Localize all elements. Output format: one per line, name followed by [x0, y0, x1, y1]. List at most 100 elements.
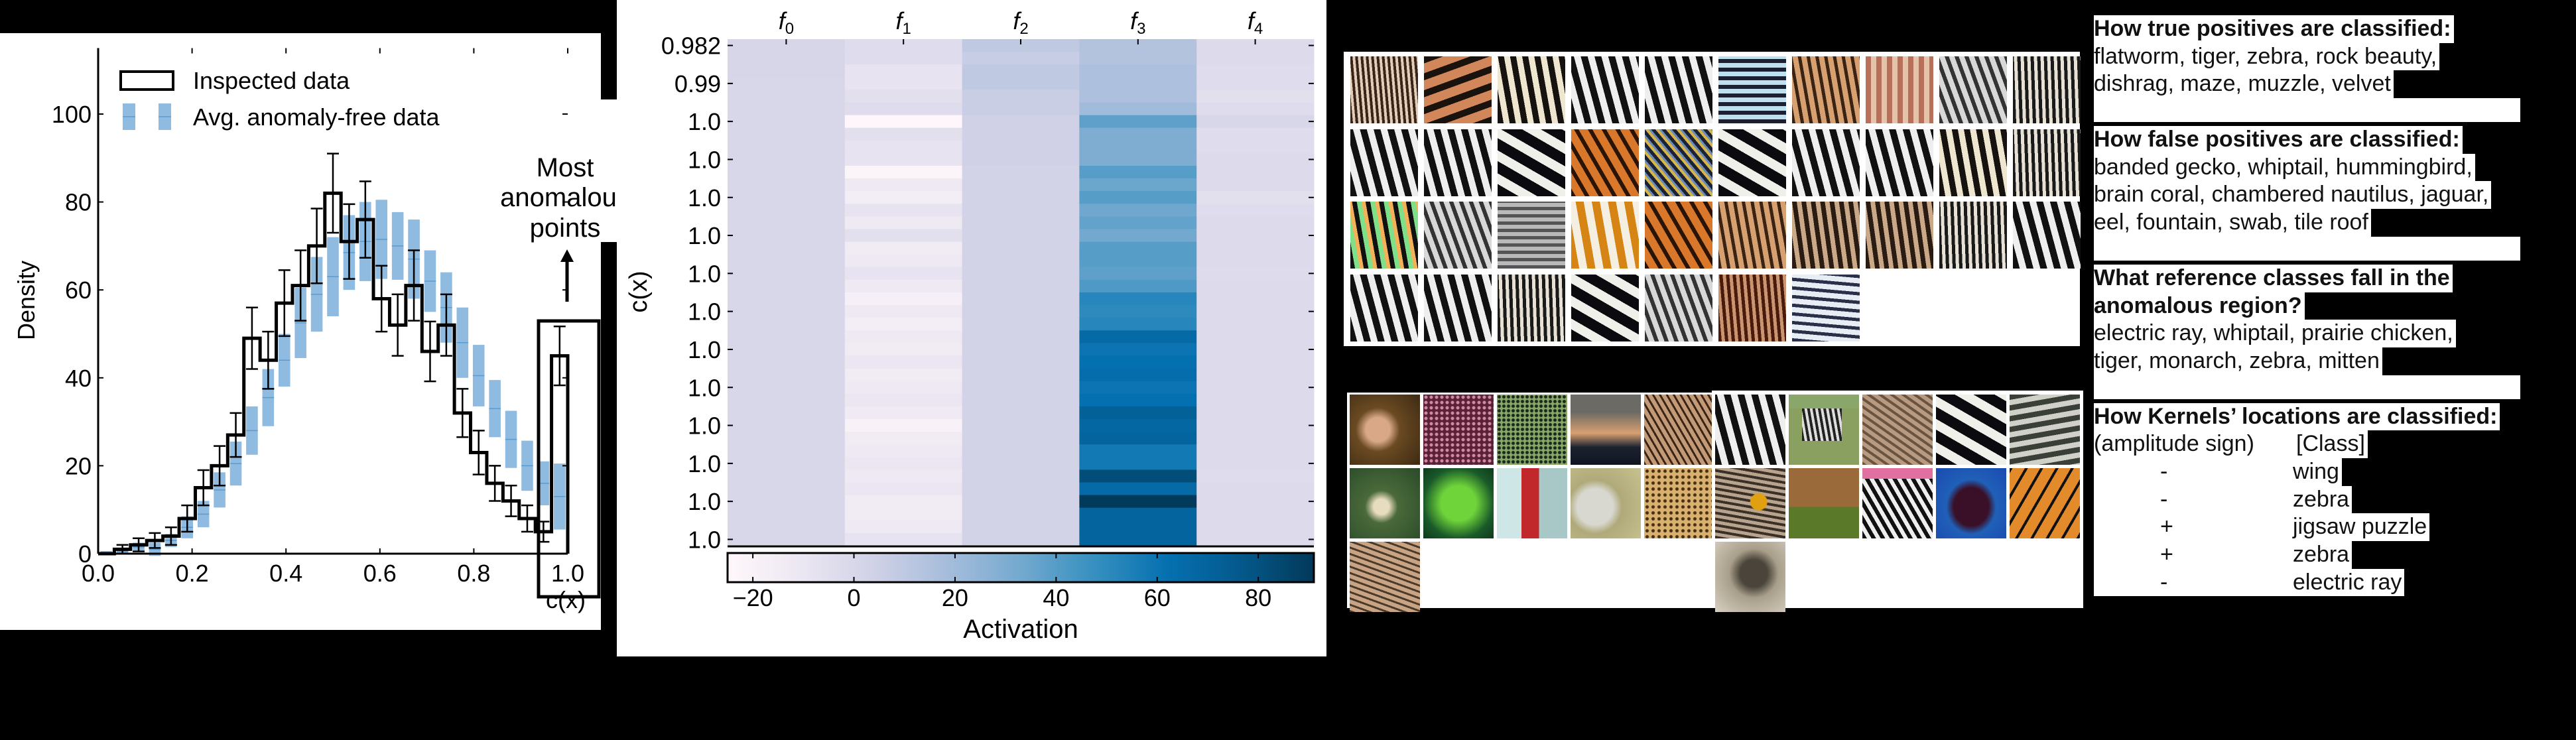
heatmap-cell — [1196, 393, 1315, 407]
amplitude-sign: - — [2160, 569, 2168, 595]
heatmap-cell — [1196, 52, 1315, 65]
y-axis-label: Density — [13, 261, 40, 340]
kernel-table-row: - wing — [2094, 458, 2558, 486]
heatmap-cell — [962, 279, 1080, 293]
image-tile-mitten — [2010, 395, 2080, 465]
heatmap-cell — [962, 305, 1080, 318]
heatmap-cell — [1196, 64, 1315, 78]
kernel-class: wing — [2293, 458, 2339, 484]
image-tile-zebra-fine — [1939, 202, 2007, 269]
image-tile-zebra-fine — [2013, 129, 2081, 196]
heatmap-cell — [1079, 368, 1197, 382]
heatmap-cell — [728, 115, 846, 129]
heatmap-cell — [962, 39, 1080, 52]
heatmap-cell — [844, 153, 963, 166]
image-tile-tiger-tan — [1718, 202, 1786, 269]
y-tick-label: 1.0 — [688, 298, 721, 326]
heatmap-cell — [844, 393, 963, 407]
heatmap-cell — [1079, 279, 1197, 293]
heatmap-cell — [728, 39, 846, 52]
image-tile-prairie-chicken — [1715, 468, 1785, 538]
heatmap-cell — [844, 381, 963, 395]
image-tile-sunset — [1571, 395, 1641, 465]
image-tile-zebra-bold — [1936, 395, 2006, 465]
image-tile-zebra-fine — [1498, 274, 1565, 341]
y-tick-label: 0.982 — [661, 32, 721, 60]
class-list-line-text: banded gecko, whiptail, hummingbird, — [2094, 153, 2475, 182]
section-heading-text: anomalous region? — [2094, 292, 2305, 320]
heatmap-cell — [844, 406, 963, 420]
image-tile-zebra-mix — [1350, 56, 1418, 123]
section-heading: How Kernels’ locations are classified: — [2094, 402, 2558, 431]
heatmap-cell — [1196, 457, 1315, 470]
heatmap-cell — [1196, 507, 1315, 521]
heatmap-cell — [1079, 39, 1197, 52]
image-tile-zebra-bw — [2013, 202, 2081, 269]
heatmap-cell — [844, 77, 963, 90]
image-tile-whiptail — [1350, 542, 1420, 612]
image-tile-zebra-cream — [1498, 56, 1565, 123]
heatmap-cell — [962, 355, 1080, 369]
inspected-error-bar — [343, 203, 355, 280]
heatmap-cell — [962, 216, 1080, 229]
false-positive-image-grid — [1347, 393, 1714, 612]
heatmap-cell — [844, 432, 963, 445]
heatmap-cell — [962, 178, 1080, 192]
y-tick-label: 1.0 — [688, 260, 721, 287]
heatmap-cell — [844, 444, 963, 458]
heatmap-cell — [844, 469, 963, 483]
heatmap-cell — [962, 432, 1080, 445]
heatmap-cell — [962, 267, 1080, 280]
image-tile-zebra-bw — [1645, 56, 1712, 123]
inspected-error-bar — [327, 153, 339, 234]
heatmap-cell — [1196, 166, 1315, 179]
heatmap-cell — [1196, 419, 1315, 432]
heatmap-cell — [844, 102, 963, 116]
y-tick-label: 0.99 — [675, 70, 721, 97]
heatmap-cell — [844, 254, 963, 268]
image-tile-zebra-blue-h — [1792, 274, 1860, 341]
heatmap-cell — [962, 419, 1080, 432]
image-tile-tiger-tan — [1792, 56, 1860, 123]
y-tick-label: 0 — [78, 540, 92, 568]
heatmap-cell — [962, 191, 1080, 204]
heatmap-cell — [1079, 419, 1197, 432]
heatmap-cell — [1079, 495, 1197, 509]
heatmap-cell — [1196, 39, 1315, 52]
heatmap-cell — [1079, 457, 1197, 470]
class-list-line-text: electric ray, whiptail, prairie chicken, — [2094, 320, 2456, 347]
x-axis-label: c(x) — [546, 586, 586, 613]
heatmap-cell — [844, 532, 963, 546]
heatmap-cell — [844, 355, 963, 369]
image-tile-zebra-fine — [2013, 56, 2081, 123]
heatmap-cell — [1196, 191, 1315, 204]
heatmap-cell — [962, 115, 1080, 129]
x-tick-label: 1.0 — [551, 560, 584, 587]
heatmap-cell — [1196, 495, 1315, 509]
amplitude-sign: + — [2160, 514, 2173, 540]
heatmap-cell — [728, 279, 846, 293]
heatmap-cell — [962, 507, 1080, 521]
heatmap-cell — [844, 343, 963, 356]
heatmap-cell — [844, 279, 963, 293]
image-tile-feeder — [1497, 468, 1567, 538]
section-heading: How true positives are classified: — [2094, 15, 2558, 43]
heatmap-cell — [1196, 115, 1315, 129]
section-divider — [2094, 98, 2520, 123]
colorbar-tick-label: 40 — [1043, 584, 1069, 611]
image-tile-zebra-bw — [1424, 129, 1492, 196]
kernel-class: zebra — [2293, 542, 2350, 567]
heatmap-cell — [1196, 267, 1315, 280]
heatmap-cell — [1079, 444, 1197, 458]
heatmap-cell — [1079, 432, 1197, 445]
heatmap-cell — [962, 495, 1080, 509]
heatmap-cell — [962, 166, 1080, 179]
heatmap-cell — [1196, 178, 1315, 192]
heatmap-cell — [1079, 532, 1197, 546]
heatmap-cell — [728, 444, 846, 458]
heatmap-cell — [1079, 254, 1197, 268]
image-tile-pink-dots — [1423, 395, 1494, 465]
heatmap-cell — [844, 482, 963, 496]
inspected-error-bar — [505, 484, 517, 517]
inspected-error-bar — [262, 330, 275, 390]
